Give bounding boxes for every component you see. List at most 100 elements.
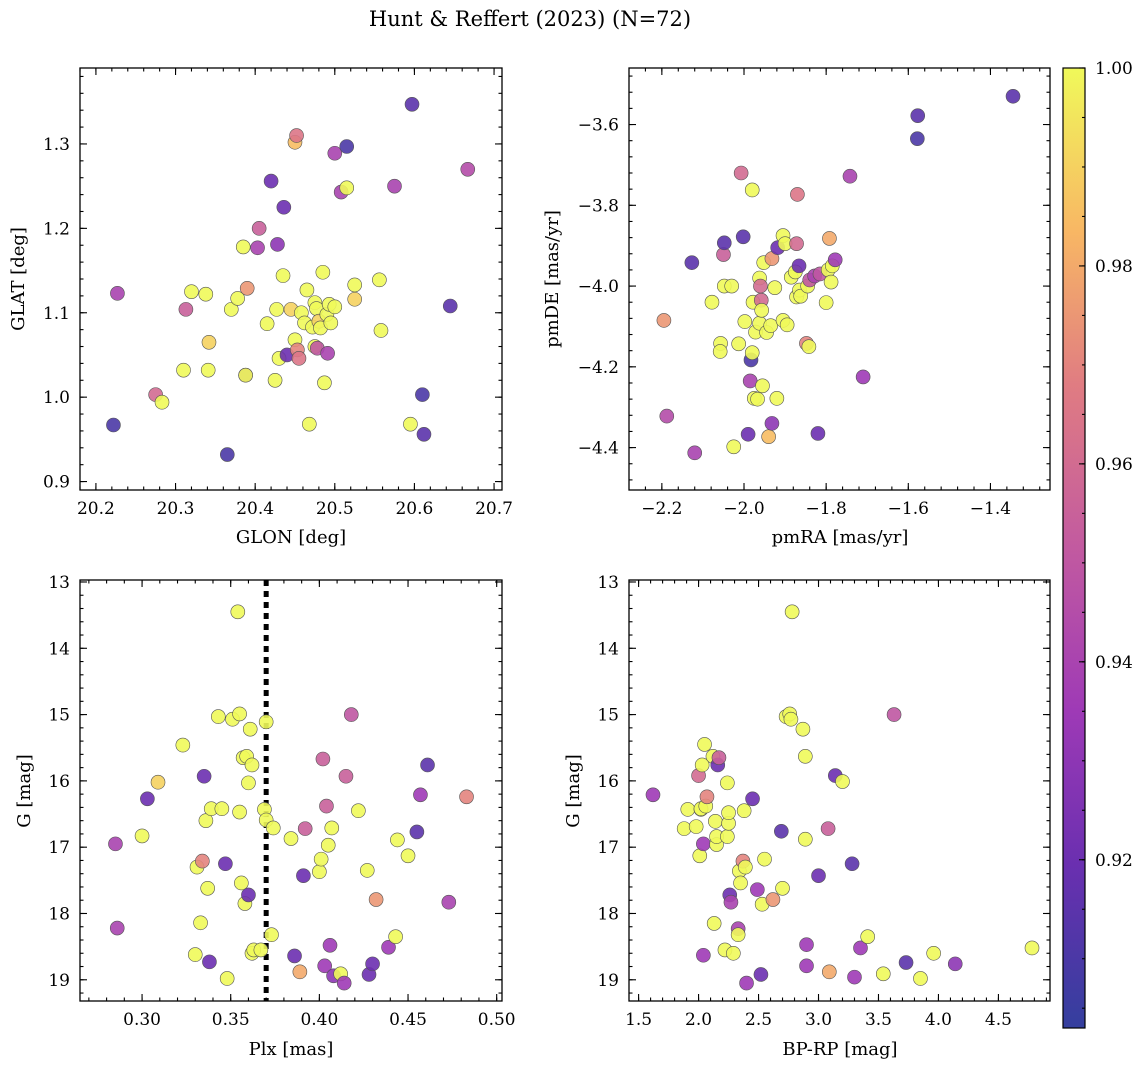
data-point xyxy=(317,375,332,391)
data-point xyxy=(441,894,457,910)
x-axis-label: pmRA [mas/yr] xyxy=(772,527,909,548)
data-point xyxy=(913,971,928,986)
y-tick-label: −4.0 xyxy=(578,277,619,297)
data-point xyxy=(855,369,871,385)
y-tick-label: 15 xyxy=(48,706,70,726)
x-tick-label: 0.30 xyxy=(123,1010,161,1030)
plot-frame xyxy=(79,579,503,1002)
chart-title: Hunt & Reffert (2023) (N=72) xyxy=(369,7,691,31)
data-point xyxy=(680,802,696,817)
data-point xyxy=(744,345,760,360)
y-axis-label: G [mag] xyxy=(563,754,584,827)
data-point xyxy=(847,969,862,985)
data-point xyxy=(218,856,233,872)
data-point xyxy=(910,131,925,146)
y-tick-label: 15 xyxy=(597,706,619,726)
data-point xyxy=(404,96,420,112)
data-point xyxy=(176,362,191,378)
data-point xyxy=(292,964,308,980)
y-tick-label: 19 xyxy=(48,971,70,991)
data-point xyxy=(711,750,727,765)
y-tick-label: −4.2 xyxy=(578,358,619,378)
data-point xyxy=(775,880,790,896)
data-point xyxy=(753,967,769,982)
data-point xyxy=(798,831,813,847)
data-point xyxy=(735,229,751,245)
data-point xyxy=(324,820,340,836)
x-tick-label: 0.40 xyxy=(300,1010,338,1030)
data-point xyxy=(154,394,170,410)
data-point xyxy=(211,709,226,724)
y-tick-label: 17 xyxy=(597,838,619,858)
data-point xyxy=(789,236,804,251)
data-point xyxy=(195,853,210,869)
data-point xyxy=(336,975,352,991)
colorbar-tick-label: 0.98 xyxy=(1095,257,1133,277)
data-point xyxy=(696,947,711,963)
data-point xyxy=(253,942,269,958)
data-point xyxy=(400,848,416,864)
data-point xyxy=(223,302,239,317)
x-tick-label: −2.2 xyxy=(641,499,682,519)
data-point xyxy=(297,821,313,836)
data-point xyxy=(793,288,808,304)
data-point xyxy=(175,737,191,753)
data-point xyxy=(269,302,284,317)
data-point xyxy=(347,277,362,293)
data-point xyxy=(244,757,260,773)
data-point xyxy=(1024,940,1040,956)
data-point xyxy=(234,875,249,891)
y-axis-label: GLAT [deg] xyxy=(8,227,29,331)
data-point xyxy=(755,378,770,394)
data-point xyxy=(823,274,839,290)
data-point xyxy=(200,362,216,378)
data-point xyxy=(764,416,780,431)
data-point xyxy=(460,161,476,177)
data-point xyxy=(235,239,251,255)
data-point xyxy=(842,168,858,184)
data-point xyxy=(291,351,307,366)
data-point xyxy=(753,278,768,294)
data-point xyxy=(699,789,715,805)
panels: 20.2 20.3 20.4 20.5 20.6 20.7 0.9 1.0 1.1 1.2 1.3 G… xyxy=(8,67,1051,1060)
data-point xyxy=(774,823,789,839)
data-point xyxy=(696,836,711,852)
data-point xyxy=(720,775,735,791)
data-point xyxy=(687,445,703,461)
y-tick-label: 1.0 xyxy=(43,388,70,408)
scatter-panel-4: 1.5 2.0 2.5 3.0 3.5 4.0 4.5 13 14 15 16 17 18 19 BP-RP… xyxy=(563,573,1051,1060)
x-tick-label: 4.0 xyxy=(925,1010,952,1030)
data-point xyxy=(688,819,704,834)
x-axis-label: GLON [deg] xyxy=(236,527,346,548)
data-point xyxy=(420,757,435,773)
data-point xyxy=(1005,88,1021,104)
data-point xyxy=(347,291,362,307)
data-point xyxy=(351,803,366,819)
x-tick-label: 4.5 xyxy=(985,1010,1012,1030)
data-point xyxy=(820,821,836,836)
data-point xyxy=(322,938,338,953)
data-point xyxy=(738,859,753,875)
data-point xyxy=(327,299,343,315)
x-tick-label: 2.0 xyxy=(685,1010,712,1030)
plot-frame xyxy=(628,67,1051,491)
data-point xyxy=(289,128,304,143)
data-point xyxy=(740,426,756,442)
data-point xyxy=(835,774,850,789)
data-point xyxy=(720,829,735,844)
data-point xyxy=(779,317,795,333)
data-point xyxy=(239,280,255,296)
data-point xyxy=(381,939,396,955)
data-point xyxy=(238,367,253,383)
data-point xyxy=(315,264,331,280)
data-point xyxy=(140,791,155,807)
data-point xyxy=(409,824,425,840)
data-point xyxy=(359,863,375,878)
data-point xyxy=(200,880,215,896)
data-point xyxy=(721,805,736,821)
data-point xyxy=(232,804,247,820)
y-tick-label: 17 xyxy=(48,838,70,858)
data-point xyxy=(339,139,355,154)
x-tick-label: 0.50 xyxy=(478,1010,516,1030)
